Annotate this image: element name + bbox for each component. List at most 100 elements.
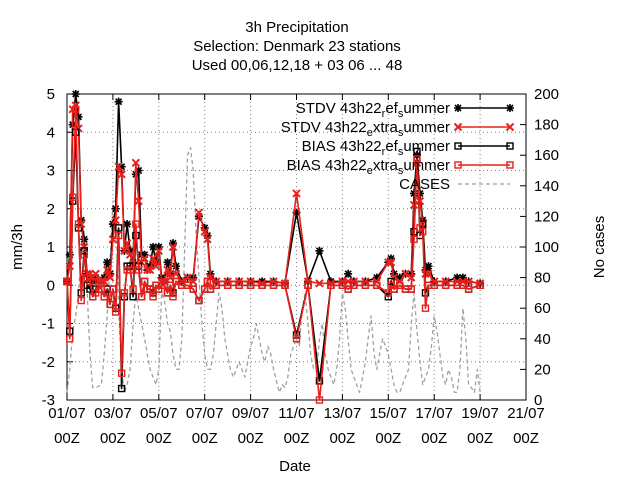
- data-point: [134, 166, 143, 175]
- data-point: [151, 261, 161, 271]
- x-tick-label: 00Z: [100, 430, 126, 447]
- data-point: [281, 281, 289, 289]
- x-tick-label: 00Z: [284, 430, 310, 447]
- data-point: [166, 281, 174, 289]
- x-tick-label: 03/07: [94, 405, 132, 422]
- y-tick-label: 1: [47, 239, 55, 256]
- legend-label-part: s: [398, 108, 404, 120]
- data-point: [419, 227, 427, 236]
- y-tick-label: 0: [47, 277, 55, 294]
- data-point: [171, 269, 181, 278]
- y-tick-label: -3: [42, 392, 55, 409]
- y2-tick-label: 160: [534, 147, 559, 164]
- data-point: [169, 239, 178, 248]
- data-point: [145, 265, 155, 275]
- data-point: [292, 335, 301, 343]
- data-point: [80, 247, 88, 255]
- title-line: 3h Precipitation: [245, 19, 348, 36]
- data-point: [246, 281, 255, 289]
- data-point: [327, 281, 335, 289]
- data-point: [114, 162, 123, 171]
- legend-label-part: STDV 43h22: [296, 100, 382, 117]
- data-point: [454, 161, 462, 169]
- data-point: [372, 273, 381, 282]
- data-point: [63, 277, 71, 286]
- data-point: [134, 266, 143, 274]
- legend-label-part: ummer: [403, 157, 450, 174]
- data-point: [111, 308, 120, 316]
- data-point: [387, 277, 395, 286]
- data-point: [80, 235, 89, 244]
- plot-series: [62, 90, 485, 404]
- data-point: [315, 279, 324, 288]
- data-point: [149, 243, 158, 251]
- legend-label-part: BIAS 43h22: [302, 138, 382, 155]
- x-axis-label: Date: [279, 458, 311, 475]
- data-point: [126, 246, 135, 255]
- data-point: [390, 285, 398, 293]
- data-point: [430, 281, 438, 289]
- data-point: [421, 304, 430, 312]
- data-point: [117, 170, 126, 179]
- x-tick-label: 00Z: [238, 430, 264, 447]
- y2-tick-label: 200: [534, 86, 559, 103]
- data-point: [140, 250, 149, 259]
- x-tick-label: 00Z: [375, 430, 401, 447]
- data-point: [384, 289, 392, 297]
- legend-label-part: e: [367, 127, 373, 139]
- legend-label-part: xtra: [373, 157, 399, 174]
- data-point: [410, 235, 418, 244]
- x-tick-label: 01/07: [48, 405, 86, 422]
- data-point: [114, 97, 123, 106]
- y-axis-label: mm/3h: [9, 224, 26, 270]
- data-point: [91, 269, 100, 278]
- data-point: [269, 281, 278, 289]
- title-line: Used 00,06,12,18 + 03 06 ... 48: [192, 57, 403, 74]
- data-point: [86, 277, 94, 286]
- legend-label: CASES: [399, 176, 450, 193]
- data-point: [132, 220, 140, 228]
- data-point: [103, 289, 111, 297]
- y-tick-label: 5: [47, 86, 55, 103]
- data-point: [117, 162, 126, 171]
- data-point: [120, 246, 129, 256]
- y2-tick-label: 120: [534, 208, 559, 225]
- data-point: [163, 289, 172, 297]
- legend-label: STDV 43h22extrasummer: [281, 119, 450, 139]
- legend-label-part: STDV 43h22: [281, 119, 367, 136]
- data-point: [126, 266, 134, 274]
- data-point: [168, 242, 178, 252]
- data-point: [505, 122, 515, 132]
- data-point: [464, 285, 473, 293]
- data-point: [77, 296, 85, 305]
- data-point: [154, 243, 163, 251]
- x-tick-label: 21/07: [507, 405, 545, 422]
- data-point: [129, 293, 137, 301]
- y-tick-label: -1: [42, 316, 55, 333]
- x-tick-label: 19/07: [461, 405, 499, 422]
- x-tick-label: 00Z: [192, 430, 218, 447]
- data-point: [258, 277, 267, 286]
- x-tick-label: 00Z: [54, 430, 80, 447]
- data-point: [454, 104, 462, 112]
- data-point: [80, 250, 88, 259]
- x-tick-label: 15/07: [370, 405, 408, 422]
- data-point: [401, 269, 410, 278]
- y2-tick-label: 40: [534, 331, 551, 348]
- data-point: [106, 300, 114, 309]
- data-point: [194, 208, 204, 217]
- chart-title: 3h Precipitation Selection: Denmark 23 st…: [192, 19, 403, 74]
- data-point: [258, 281, 266, 289]
- y2-tick-label: 100: [534, 239, 559, 256]
- data-point: [97, 277, 106, 286]
- x-tick-label: 00Z: [513, 430, 539, 447]
- legend-label-part: r: [382, 146, 386, 158]
- legend-label-part: ef: [385, 138, 398, 155]
- data-point: [117, 369, 126, 377]
- data-point: [292, 189, 301, 198]
- data-point: [72, 105, 80, 114]
- legend-label-part: ummer: [403, 100, 450, 117]
- data-point: [458, 273, 467, 282]
- data-point: [120, 289, 129, 297]
- data-point: [71, 90, 80, 98]
